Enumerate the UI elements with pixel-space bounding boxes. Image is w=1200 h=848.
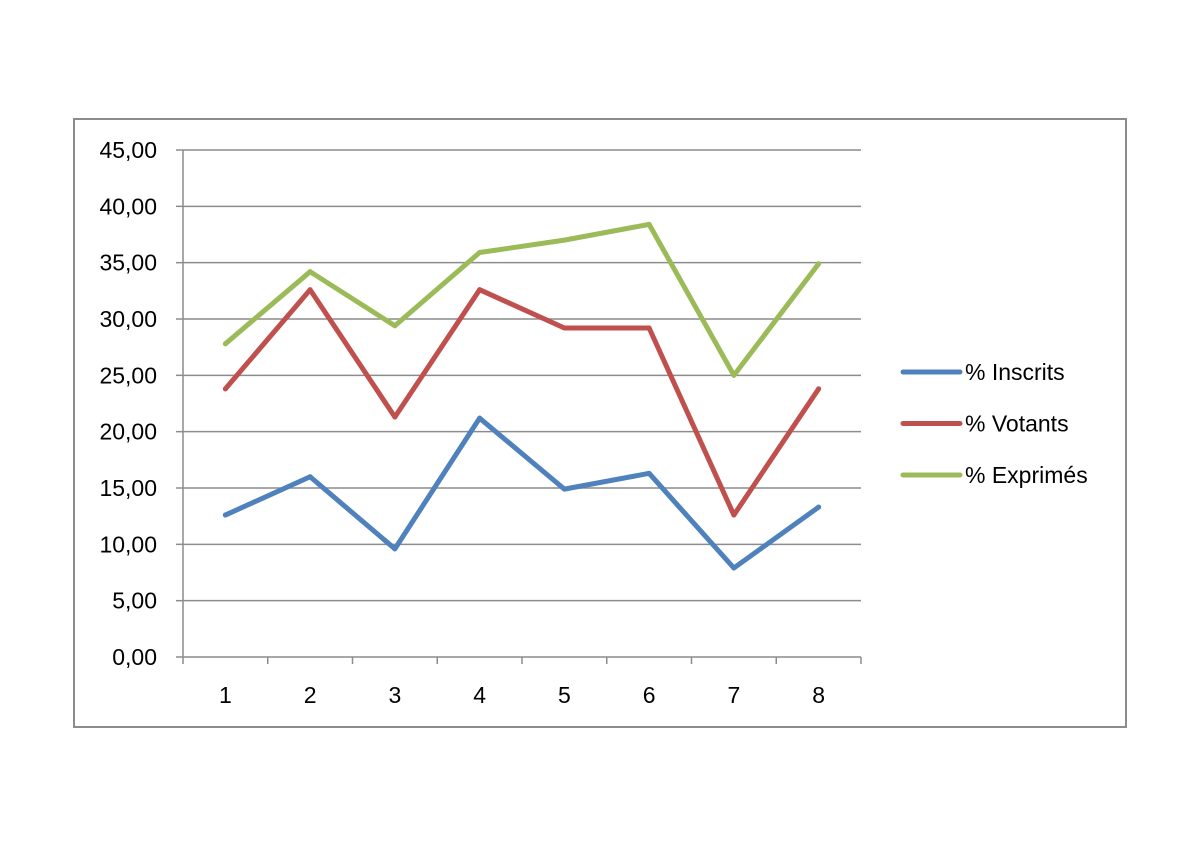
y-tick-label: 35,00 [99,250,157,276]
y-tick-label: 5,00 [112,588,157,614]
data-point [222,386,228,392]
y-tick-label: 40,00 [99,193,157,219]
data-point [646,325,652,331]
data-point [561,325,567,331]
y-tick-label: 45,00 [99,137,157,163]
data-point [561,486,567,492]
data-point [392,414,398,420]
data-point [646,470,652,476]
data-point [816,504,822,510]
y-tick-label: 20,00 [99,419,157,445]
x-tick-label: 5 [558,682,571,708]
x-tick-label: 4 [473,682,486,708]
data-point [307,474,313,480]
y-tick-label: 10,00 [99,531,157,557]
y-tick-label: 15,00 [99,475,157,501]
data-point [222,512,228,518]
data-point [731,565,737,571]
data-point [816,386,822,392]
data-point [477,250,483,256]
data-point [561,237,567,243]
data-point [307,287,313,293]
data-point [392,323,398,329]
data-point [477,415,483,421]
axis-layer: 0,00 5,00 10,00 15,00 20,00 25,00 30,00 35,00 40… [99,137,862,708]
data-point [222,341,228,347]
series-line-3 [222,221,822,378]
x-tick-label: 1 [219,682,232,708]
data-point [731,372,737,378]
y-tick-label: 25,00 [99,362,157,388]
data-point [816,261,822,267]
y-tick-label: 0,00 [112,644,157,670]
x-tick-label: 8 [812,682,825,708]
series-line-1 [222,415,822,571]
legend-label: % Inscrits [965,359,1065,385]
x-tick-label: 2 [304,682,317,708]
series-line-2 [222,287,822,518]
legend-label: % Votants [965,411,1069,437]
data-point [392,546,398,552]
legend: % Inscrits % Votants % Exprimés [900,359,1088,488]
y-tick-label: 30,00 [99,306,157,332]
data-point [646,221,652,227]
grid-layer [183,149,861,602]
x-tick-label: 7 [727,682,740,708]
data-point [307,269,313,275]
x-tick-label: 3 [388,682,401,708]
legend-label: % Exprimés [965,462,1088,488]
series-layer [222,221,822,571]
data-point [477,287,483,293]
data-point [731,512,737,518]
x-tick-label: 6 [643,682,656,708]
